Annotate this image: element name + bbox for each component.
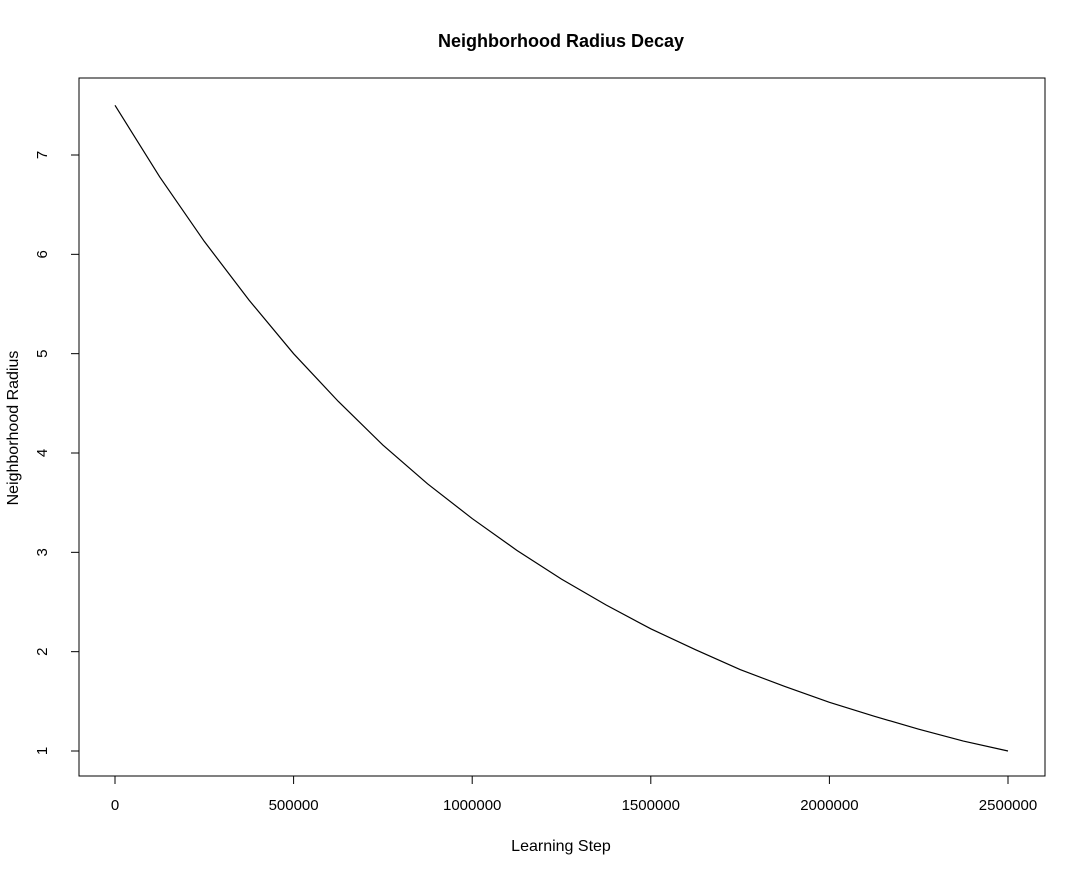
y-tick-label: 3 (34, 548, 51, 556)
x-axis-label: Learning Step (511, 838, 611, 855)
x-tick-label: 0 (111, 797, 119, 814)
series-line (114, 105, 1009, 752)
x-tick-label: 1000000 (443, 797, 501, 814)
y-axis-label: Neighborhood Radius (5, 351, 22, 506)
y-tick-label: 7 (34, 151, 51, 159)
x-tick-label: 500000 (269, 797, 319, 814)
y-tick-label: 5 (34, 349, 51, 357)
y-tick-label: 2 (34, 647, 51, 655)
y-tick-label: 1 (34, 747, 51, 755)
y-tick-label: 6 (34, 250, 51, 258)
x-tick-label: 2000000 (800, 797, 858, 814)
y-axis: 1 2 3 4 5 6 7 (34, 151, 80, 755)
x-tick-label: 1500000 (622, 797, 680, 814)
y-tick-label: 4 (34, 449, 51, 457)
plot-area-frame (78, 77, 1046, 777)
x-tick-label: 2500000 (979, 797, 1037, 814)
chart-title: Neighborhood Radius Decay (438, 31, 684, 51)
x-axis: 0 500000 1000000 1500000 2000000 2500000 (111, 775, 1037, 814)
